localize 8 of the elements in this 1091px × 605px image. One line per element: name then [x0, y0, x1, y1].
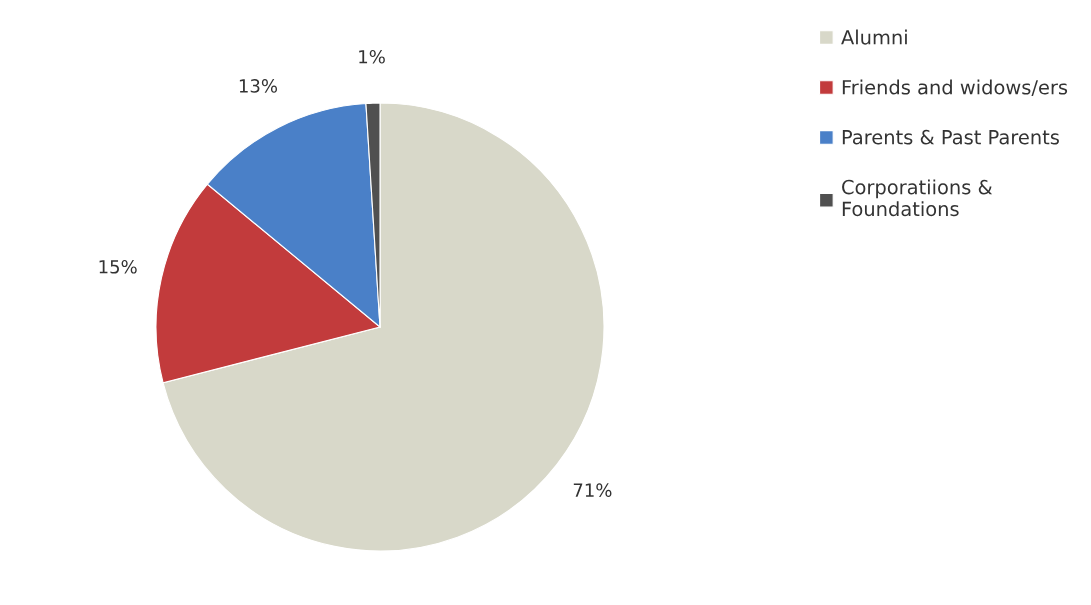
- data-label: 15%: [99, 259, 137, 274]
- legend-label: Parents & Past Parents: [842, 129, 1059, 145]
- data-label: 1%: [359, 49, 385, 64]
- legend-label: Corporatiions & Foundations: [842, 179, 993, 217]
- legend-label: Alumni: [841, 29, 907, 45]
- data-label: 13%: [239, 79, 278, 93]
- data-label: 71%: [573, 483, 612, 497]
- legend-label: Friends and widows/ers: [842, 79, 1068, 97]
